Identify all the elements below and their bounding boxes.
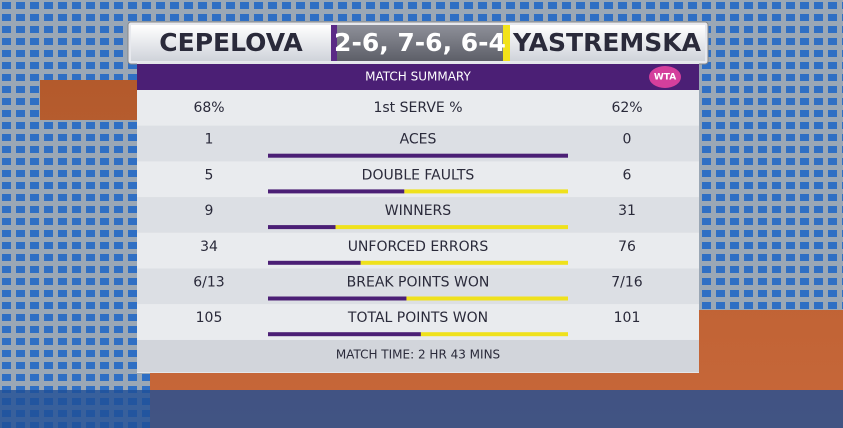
stat-label: DOUBLE FAULTS (362, 167, 475, 183)
stat-row (137, 90, 699, 126)
player2-stat: 0 (623, 132, 632, 148)
player1-bar (268, 296, 407, 301)
player2-stat: 101 (614, 310, 641, 326)
player2-stat: 6 (623, 167, 632, 183)
player1-name: CEPELOVA (159, 28, 303, 57)
stat-label: BREAK POINTS WON (347, 275, 490, 291)
player2-box (510, 25, 705, 61)
player2-stat: 7/16 (611, 275, 643, 291)
stands-left (0, 120, 150, 428)
stat-label: 1st SERVE % (373, 100, 462, 116)
player2-bar (335, 225, 568, 230)
railing (0, 390, 843, 428)
player2-bar (360, 260, 568, 265)
score-box (331, 25, 503, 61)
match-score: 2-6, 7-6, 6-4 (334, 28, 506, 57)
player1-box (131, 25, 331, 61)
player2-bar (404, 189, 568, 194)
player1-bar (268, 189, 405, 194)
player2-stat: 31 (618, 203, 636, 219)
player2-bar (406, 296, 568, 301)
stat-label: UNFORCED ERRORS (348, 239, 489, 255)
wta-logo: WTA (654, 73, 676, 83)
player1-bar (268, 225, 336, 230)
stat-label: WINNERS (385, 203, 451, 219)
footer-bar (137, 340, 699, 372)
player1-stat: 1 (205, 132, 214, 148)
player1-marker (331, 25, 337, 61)
wta-badge (649, 66, 681, 88)
player1-bar (268, 260, 361, 265)
player2-stat: 76 (618, 239, 636, 255)
player1-stat: 5 (205, 167, 214, 183)
panel-title-bar (137, 64, 699, 90)
stands-right (690, 80, 843, 310)
player1-stat: 34 (200, 239, 218, 255)
player1-stat: 68% (193, 100, 224, 116)
player1-stat: 6/13 (193, 275, 224, 291)
player2-name: YASTREMSKA (512, 28, 702, 57)
player2-marker (503, 25, 510, 61)
player2-stat: 62% (611, 100, 642, 116)
player2-bar (420, 332, 568, 337)
panel-title: MATCH SUMMARY (365, 70, 471, 84)
player1-stat: 105 (196, 310, 223, 326)
player1-stat: 9 (205, 203, 214, 219)
player1-bar (268, 153, 568, 158)
stat-label: TOTAL POINTS WON (347, 310, 488, 326)
stat-label: ACES (400, 132, 437, 148)
match-time: MATCH TIME: 2 HR 43 MINS (336, 348, 500, 362)
player1-bar (268, 332, 421, 337)
